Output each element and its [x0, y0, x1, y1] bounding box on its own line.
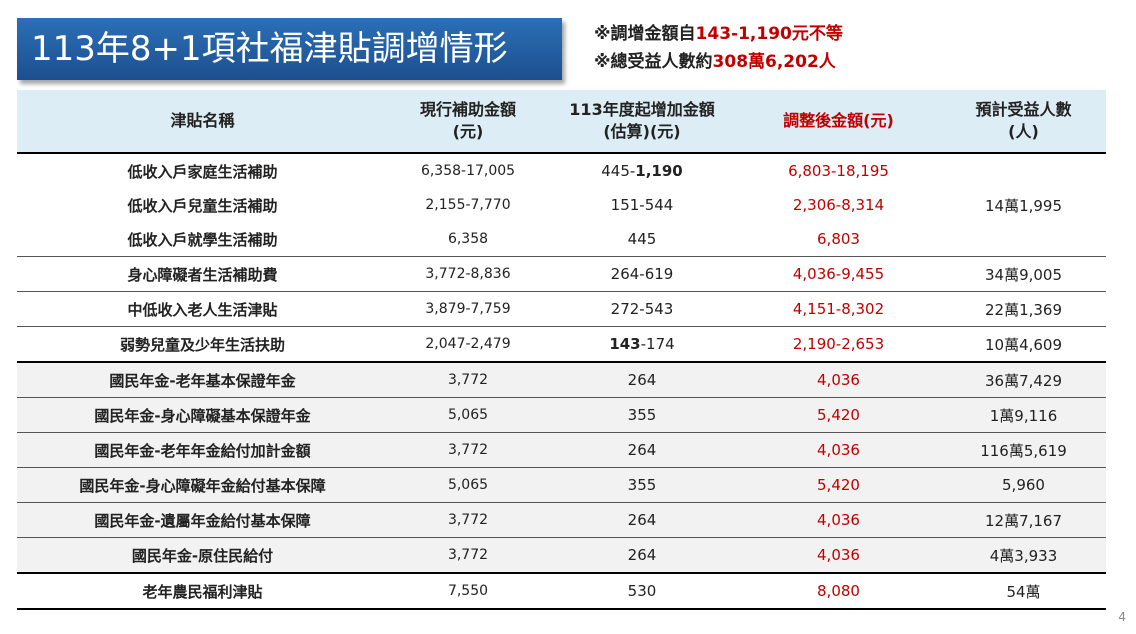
- row-adjusted: 6,803-18,195: [788, 162, 889, 180]
- note-increase-range: ※調增金額自143-1,190元不等: [594, 20, 843, 48]
- table-row: 國民年金-身心障礙年金給付基本保障 5,065 355 5,420 5,960: [17, 467, 1106, 503]
- row-adjusted: 4,036: [736, 361, 941, 398]
- row-adjusted: 4,036: [736, 502, 941, 538]
- notes: ※調增金額自143-1,190元不等 ※總受益人數約308萬6,202人: [594, 20, 843, 76]
- row-increase: 151-544: [610, 196, 674, 214]
- row-name: 國民年金-身心障礙基本保證年金: [17, 397, 388, 433]
- row-name: 身心障礙者生活補助費: [17, 256, 388, 292]
- row-adjusted: 5,420: [736, 397, 941, 433]
- row-current: 5,065: [388, 397, 548, 433]
- row-adjusted: 4,036: [736, 537, 941, 573]
- row-beneficiaries: [941, 153, 1106, 188]
- table-header-row: 津貼名稱 現行補助金額 (元) 113年度起增加金額 (估算)(元) 調整後金額…: [17, 90, 1106, 154]
- row-current: 2,047-2,479: [388, 326, 548, 362]
- row-beneficiaries: 36萬7,429: [941, 361, 1106, 398]
- row-beneficiaries: 10萬4,609: [941, 326, 1106, 362]
- row-current: 6,358: [447, 231, 489, 247]
- table-row: 低收入戶家庭生活補助 6,358-17,005 445-1,190 6,803-…: [17, 153, 1106, 188]
- page-number: 4: [1118, 610, 1126, 624]
- row-adjusted: 4,036: [736, 432, 941, 468]
- row-beneficiaries: 54萬: [941, 572, 1106, 610]
- row-current: 3,772: [388, 502, 548, 538]
- row-beneficiaries: 34萬9,005: [941, 256, 1106, 292]
- row-adjusted: 5,420: [736, 467, 941, 503]
- table-row: 老年農民福利津貼 7,550 530 8,080 54萬: [17, 572, 1106, 610]
- row-current: 5,065: [388, 467, 548, 503]
- header-increase: 113年度起增加金額 (估算)(元): [548, 90, 736, 154]
- header-beneficiaries: 預計受益人數 (人): [941, 90, 1106, 154]
- row-increase: 355: [548, 397, 736, 433]
- row-increase: 355: [548, 467, 736, 503]
- row-increase: 264: [548, 432, 736, 468]
- header-name: 津貼名稱: [17, 90, 388, 154]
- table-row: 弱勢兒童及少年生活扶助 2,047-2,479 143-174 2,190-2,…: [17, 326, 1106, 362]
- row-beneficiaries: 5,960: [941, 467, 1106, 503]
- row-adjusted: 2,190-2,653: [736, 326, 941, 362]
- row-increase: 445-1,190: [601, 162, 683, 180]
- table-row: 國民年金-原住民給付 3,772 264 4,036 4萬3,933: [17, 537, 1106, 573]
- row-beneficiaries: 22萬1,369: [941, 291, 1106, 327]
- row-increase: 264: [548, 361, 736, 398]
- table-row: 國民年金-老年基本保證年金 3,772 264 4,036 36萬7,429: [17, 361, 1106, 398]
- row-name: 國民年金-遺屬年金給付基本保障: [17, 502, 388, 538]
- header-current: 現行補助金額 (元): [388, 90, 548, 154]
- row-beneficiaries: 4萬3,933: [941, 537, 1106, 573]
- row-name: 中低收入老人生活津貼: [17, 291, 388, 327]
- row-name: 國民年金-老年年金給付加計金額: [17, 432, 388, 468]
- row-name: 國民年金-原住民給付: [17, 537, 388, 573]
- row-name: 低收入戶家庭生活補助: [127, 162, 278, 181]
- row-current: 2,155-7,770: [425, 197, 511, 213]
- table-row: 低收入戶兒童生活補助 2,155-7,770 151-544 2,306-8,3…: [17, 188, 1106, 222]
- table-row: 國民年金-身心障礙基本保證年金 5,065 355 5,420 1萬9,116: [17, 397, 1106, 433]
- row-name: 國民年金-身心障礙年金給付基本保障: [17, 467, 388, 503]
- table-row: 中低收入老人生活津貼 3,879-7,759 272-543 4,151-8,3…: [17, 291, 1106, 327]
- row-beneficiaries: 116萬5,619: [941, 432, 1106, 468]
- row-name: 低收入戶兒童生活補助: [127, 196, 278, 215]
- row-beneficiaries: 14萬1,995: [984, 196, 1063, 215]
- row-name: 弱勢兒童及少年生活扶助: [17, 326, 388, 362]
- note-label: ※總受益人數約: [594, 52, 713, 72]
- table-row: 國民年金-遺屬年金給付基本保障 3,772 264 4,036 12萬7,167: [17, 502, 1106, 538]
- row-current: 3,772-8,836: [388, 256, 548, 292]
- row-increase: 143-174: [548, 326, 736, 362]
- note-value: 143-1,190元不等: [695, 24, 843, 44]
- row-increase: 264: [548, 537, 736, 573]
- row-current: 3,879-7,759: [388, 291, 548, 327]
- row-beneficiaries: [941, 222, 1106, 257]
- allowance-table: 津貼名稱 現行補助金額 (元) 113年度起增加金額 (估算)(元) 調整後金額…: [17, 90, 1106, 610]
- table-row: 身心障礙者生活補助費 3,772-8,836 264-619 4,036-9,4…: [17, 256, 1106, 292]
- note-label: ※調增金額自: [594, 24, 696, 44]
- row-increase: 264: [548, 502, 736, 538]
- row-increase: 264-619: [548, 256, 736, 292]
- row-current: 3,772: [388, 361, 548, 398]
- row-beneficiaries: 12萬7,167: [941, 502, 1106, 538]
- row-increase: 530: [548, 572, 736, 610]
- table-row: 國民年金-老年年金給付加計金額 3,772 264 4,036 116萬5,61…: [17, 432, 1106, 468]
- row-name: 低收入戶就學生活補助: [127, 230, 278, 249]
- note-value: 308萬6,202人: [712, 52, 836, 72]
- row-adjusted: 8,080: [736, 572, 941, 610]
- table-row: 低收入戶就學生活補助 6,358 445 6,803: [17, 222, 1106, 257]
- row-name: 國民年金-老年基本保證年金: [17, 361, 388, 398]
- page-title: 113年8+1項社福津貼調增情形: [17, 18, 562, 80]
- header-adjusted: 調整後金額(元): [736, 90, 941, 154]
- row-adjusted: 2,306-8,314: [792, 196, 885, 214]
- row-current: 3,772: [388, 432, 548, 468]
- row-beneficiaries: 1萬9,116: [941, 397, 1106, 433]
- row-adjusted: 4,036-9,455: [736, 256, 941, 292]
- row-name: 老年農民福利津貼: [17, 572, 388, 610]
- row-adjusted: 4,151-8,302: [736, 291, 941, 327]
- row-current: 7,550: [388, 572, 548, 610]
- row-increase: 272-543: [548, 291, 736, 327]
- row-adjusted: 6,803: [817, 230, 860, 248]
- allowance-table-container: 津貼名稱 現行補助金額 (元) 113年度起增加金額 (估算)(元) 調整後金額…: [17, 90, 1106, 610]
- note-total-beneficiaries: ※總受益人數約308萬6,202人: [594, 48, 843, 76]
- row-current: 3,772: [388, 537, 548, 573]
- row-current: 6,358-17,005: [420, 163, 516, 179]
- row-increase: 445: [627, 230, 657, 248]
